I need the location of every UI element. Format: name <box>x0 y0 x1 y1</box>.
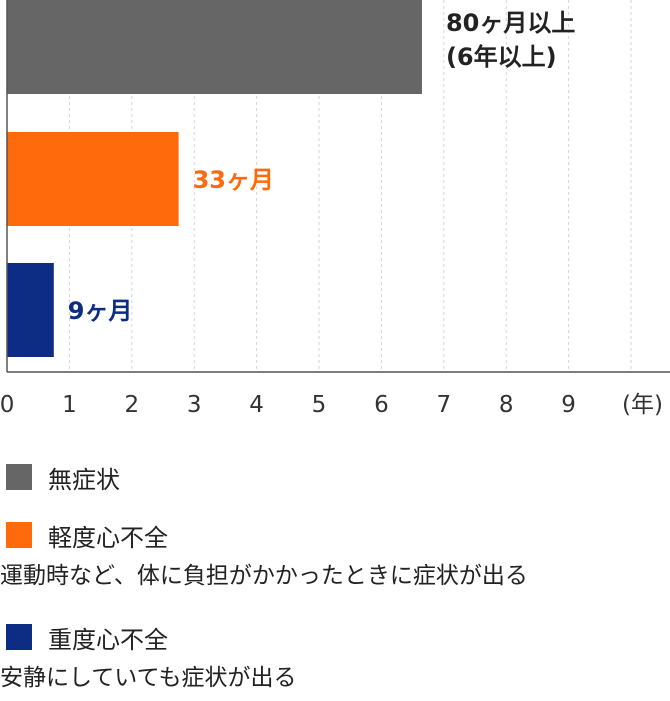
legend-item-severe: 重度心不全 <box>6 622 296 654</box>
bar-label-severe: 9ヶ月 <box>68 297 133 325</box>
legend-item-asymptomatic: 無症状 <box>6 462 120 494</box>
legend-label-severe: 重度心不全 <box>48 625 168 654</box>
bar-chart: 0 1 2 3 4 5 6 7 8 9 (年) 80ヶ月以上 (6年以上) 33ヶ月 9ヶ月 <box>0 0 670 418</box>
legend-swatch-severe <box>6 624 32 650</box>
bars <box>7 0 422 357</box>
x-tick-label: 0 <box>0 392 14 418</box>
x-tick-label: 9 <box>561 392 576 418</box>
legend-severe: 重度心不全 安静にしていても症状が出る <box>0 622 296 692</box>
legend-swatch-mild <box>6 522 32 548</box>
x-tick-label: 6 <box>374 392 389 418</box>
legend-mild: 軽度心不全 運動時など、体に負担がかかったときに症状が出る <box>0 520 528 590</box>
legend-desc-mild: 運動時など、体に負担がかかったときに症状が出る <box>0 563 528 589</box>
legend: 無症状 <box>6 462 120 494</box>
axis: 0 1 2 3 4 5 6 7 8 9 (年) <box>0 0 670 418</box>
legend-swatch-asymptomatic <box>6 464 32 490</box>
x-tick-label: 2 <box>124 392 139 418</box>
x-tick-label: 4 <box>249 392 264 418</box>
legend-label-asymptomatic: 無症状 <box>48 465 120 494</box>
bar-severe <box>7 263 54 357</box>
bar-label-asymptomatic: (6年以上) <box>446 43 557 71</box>
legend-item-mild: 軽度心不全 <box>6 520 528 552</box>
x-tick-label: 8 <box>499 392 514 418</box>
legend-desc-severe: 安静にしていても症状が出る <box>0 665 297 691</box>
bar-mild <box>7 132 179 226</box>
bar-asymptomatic <box>7 0 422 94</box>
x-tick-label: 1 <box>62 392 77 418</box>
x-tick-label: 7 <box>436 392 451 418</box>
bar-label-asymptomatic: 80ヶ月以上 <box>446 9 575 37</box>
x-axis-unit: (年) <box>622 392 663 418</box>
bar-label-mild: 33ヶ月 <box>193 166 274 194</box>
x-tick-label: 5 <box>312 392 327 418</box>
legend-label-mild: 軽度心不全 <box>48 523 168 552</box>
x-tick-label: 3 <box>187 392 202 418</box>
bar-labels: 80ヶ月以上 (6年以上) 33ヶ月 9ヶ月 <box>68 9 576 325</box>
